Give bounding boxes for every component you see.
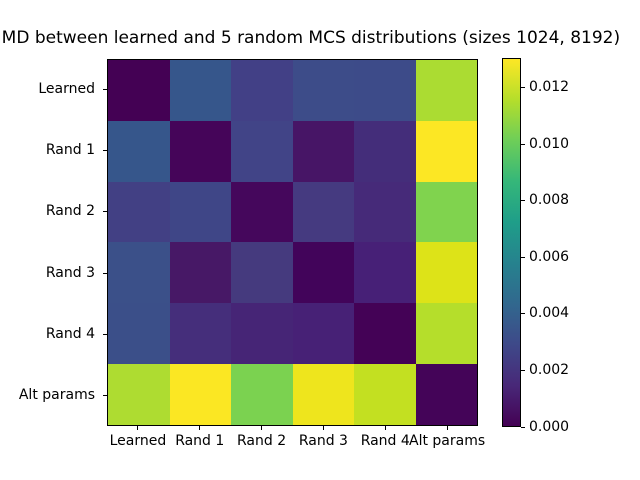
x-tick-label-rand-4: Rand 4 [360, 433, 410, 449]
y-tick-label-rand-3: Rand 3 [45, 264, 95, 281]
y-axis: Learned Rand 1 Rand 2 Rand 3 Rand 4 Alt param… [0, 59, 107, 426]
heatmap-cell-rand-3-rand-1 [169, 242, 231, 304]
heatmap-cell-rand-3-alt-params [415, 242, 477, 304]
heatmap-cell-learned-rand-3 [292, 60, 354, 121]
x-tick-mark [261, 426, 263, 430]
y-tick-label-rand-2: Rand 2 [45, 203, 95, 220]
colorbar-tick-mark [521, 200, 525, 202]
chart-title: MMD between learned and 5 random MCS dis… [0, 28, 621, 48]
y-tick-mark [103, 89, 107, 91]
x-tick-mark [137, 426, 139, 430]
y-tick-label-rand-4: Rand 4 [45, 325, 95, 342]
heatmap-cell-rand-2-rand-4 [354, 181, 416, 243]
heatmap-cell-rand-1-alt-params [415, 120, 477, 182]
colorbar-tick-label: 0.000 [529, 418, 570, 435]
heatmap-cell-learned-rand-1 [169, 60, 231, 121]
heatmap-cell-rand-3-rand-3 [292, 242, 354, 304]
heatmap-cell-rand-4-rand-1 [169, 303, 231, 365]
x-tick-label-alt-params: Alt params [409, 433, 486, 449]
y-tick-mark [103, 211, 107, 213]
colorbar-tick-label: 0.012 [529, 79, 570, 96]
x-tick-mark [322, 426, 324, 430]
heatmap-cell-rand-3-rand-4 [354, 242, 416, 304]
heatmap-cell-alt-params-rand-2 [231, 364, 293, 425]
y-tick-label-learned: Learned [38, 81, 95, 98]
heatmap-cell-rand-1-learned [108, 120, 170, 182]
y-tick-mark [103, 394, 107, 396]
y-tick-label-rand-1: Rand 1 [45, 142, 95, 159]
heatmap-grid [107, 59, 478, 426]
x-tick-label-rand-3: Rand 3 [298, 433, 348, 449]
colorbar-tick-label: 0.004 [529, 305, 570, 322]
y-tick-label-alt-params: Alt params [18, 386, 95, 403]
y-tick-mark [103, 150, 107, 152]
colorbar-tick-label: 0.010 [529, 135, 570, 152]
heatmap-cell-rand-1-rand-3 [292, 120, 354, 182]
heatmap-cell-alt-params-rand-3 [292, 364, 354, 425]
heatmap-cell-rand-1-rand-2 [231, 120, 293, 182]
heatmap-cell-alt-params-alt-params [415, 364, 477, 425]
colorbar-tick-mark [521, 369, 525, 371]
colorbar-tick-label: 0.008 [529, 192, 570, 209]
heatmap-cell-learned-learned [108, 60, 170, 121]
colorbar-axis: 0.012 0.010 0.008 0.006 0.004 0.002 0.000 [521, 58, 601, 434]
heatmap-cell-rand-3-learned [108, 242, 170, 304]
heatmap-cell-alt-params-learned [108, 364, 170, 425]
colorbar-tick-mark [521, 426, 525, 428]
x-tick-mark [446, 426, 448, 430]
y-tick-mark [103, 333, 107, 335]
colorbar-tick-mark [521, 87, 525, 89]
x-tick-label-learned: Learned [109, 433, 167, 449]
heatmap-cell-learned-alt-params [415, 60, 477, 121]
heatmap-cell-rand-3-rand-2 [231, 242, 293, 304]
x-tick-mark [199, 426, 201, 430]
heatmap-cell-rand-2-rand-3 [292, 181, 354, 243]
colorbar-tick-mark [521, 313, 525, 315]
heatmap-cell-rand-2-alt-params [415, 181, 477, 243]
heatmap-cell-rand-4-alt-params [415, 303, 477, 365]
heatmap-cell-rand-4-rand-2 [231, 303, 293, 365]
heatmap-cell-alt-params-rand-4 [354, 364, 416, 425]
x-axis: Learned Rand 1 Rand 2 Rand 3 Rand 4 Alt param… [107, 426, 485, 460]
x-tick-label-rand-2: Rand 2 [237, 433, 287, 449]
colorbar [502, 58, 521, 427]
heatmap-cell-rand-4-rand-3 [292, 303, 354, 365]
heatmap-cell-rand-2-rand-1 [169, 181, 231, 243]
heatmap-cell-rand-2-rand-2 [231, 181, 293, 243]
heatmap-cell-rand-4-rand-4 [354, 303, 416, 365]
heatmap-cell-learned-rand-2 [231, 60, 293, 121]
x-tick-mark [384, 426, 386, 430]
heatmap-cell-rand-2-learned [108, 181, 170, 243]
heatmap-cell-rand-1-rand-1 [169, 120, 231, 182]
y-tick-mark [103, 272, 107, 274]
heatmap-cell-learned-rand-4 [354, 60, 416, 121]
heatmap-cell-rand-4-learned [108, 303, 170, 365]
colorbar-tick-label: 0.006 [529, 248, 570, 265]
heatmap-cell-alt-params-rand-1 [169, 364, 231, 425]
colorbar-tick-label: 0.002 [529, 361, 570, 378]
heatmap-cell-rand-1-rand-4 [354, 120, 416, 182]
colorbar-tick-mark [521, 256, 525, 258]
x-tick-label-rand-1: Rand 1 [175, 433, 225, 449]
colorbar-tick-mark [521, 143, 525, 145]
